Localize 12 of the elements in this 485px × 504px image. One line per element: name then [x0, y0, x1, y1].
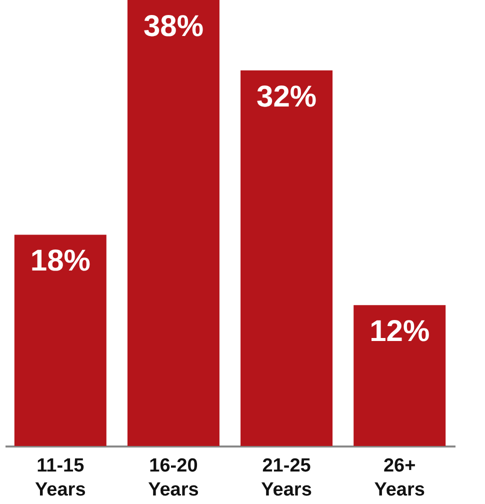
data-label: 32% [256, 80, 317, 114]
x-tick-label: 21-25 Years [261, 456, 312, 500]
data-label: 38% [143, 10, 204, 43]
x-tick-label: 26+ Years [374, 456, 425, 500]
bar [240, 70, 333, 446]
bar [127, 0, 220, 446]
data-label: 12% [370, 315, 430, 348]
bar [14, 234, 106, 446]
x-tick-label: 11-15 Years [35, 456, 86, 500]
data-label: 18% [30, 244, 90, 278]
bar [354, 305, 446, 446]
x-tick-label: 16-20 Years [148, 456, 199, 500]
